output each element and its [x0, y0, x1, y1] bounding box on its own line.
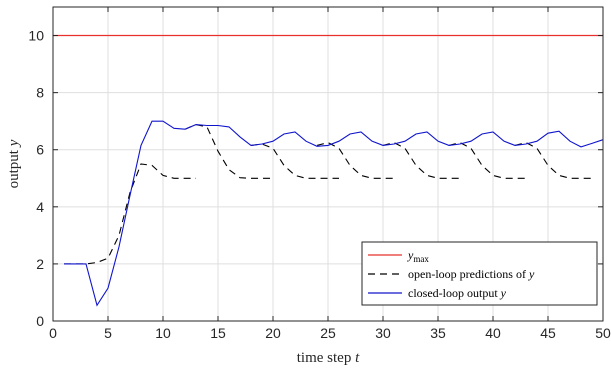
x-tick-label: 30	[375, 325, 391, 341]
legend-label: closed-loop output y	[408, 286, 507, 300]
x-tick-label: 45	[540, 325, 556, 341]
x-tick-label: 15	[210, 325, 226, 341]
series-layer	[53, 34, 604, 307]
closed-loop-output-line	[64, 120, 604, 307]
x-tick-label: 50	[595, 325, 611, 341]
x-tick-label: 5	[104, 325, 112, 341]
open-loop-prediction-1	[64, 163, 196, 265]
legend-label: ymax	[407, 248, 429, 264]
y-tick-label: 8	[36, 85, 44, 101]
open-loop-prediction-3	[250, 143, 339, 179]
x-tick-label: 0	[49, 325, 57, 341]
y-tick-label: 0	[36, 313, 44, 329]
open-loop-prediction-2	[184, 124, 273, 179]
x-tick-label: 20	[265, 325, 281, 341]
y-tick-label: 4	[36, 199, 44, 215]
legend-box	[361, 241, 598, 306]
x-tick-label: 10	[155, 325, 171, 341]
y-tick-label: 10	[28, 28, 44, 44]
legend-label: open-loop predictions of y	[408, 267, 535, 281]
open-loop-prediction-4	[316, 142, 394, 179]
y-tick-label: 6	[36, 142, 44, 158]
open-loop-prediction-7	[514, 142, 592, 179]
x-axis-label: time step t	[297, 350, 360, 366]
y-axis-label: output y	[6, 139, 22, 188]
x-tick-label: 35	[430, 325, 446, 341]
x-tick-label: 40	[485, 325, 501, 341]
open-loop-prediction-6	[448, 142, 526, 179]
y-tick-label: 2	[36, 256, 44, 272]
open-loop-prediction-5	[382, 142, 460, 179]
x-tick-label: 25	[320, 325, 336, 341]
legend: ymax open-loop predictions of y closed-loo…	[361, 241, 598, 306]
ticks: 0 5 10 15 20 25 30 35 40 45 50 0 2 4 6 8 10	[28, 7, 611, 341]
